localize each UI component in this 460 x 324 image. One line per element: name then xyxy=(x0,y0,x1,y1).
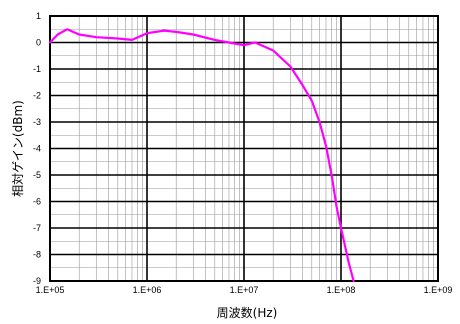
y-tick-label: -5 xyxy=(33,170,41,180)
y-axis-title: 相対ゲイン(dBm) xyxy=(11,100,25,197)
plot-frame xyxy=(49,15,439,282)
y-tick-label: -7 xyxy=(33,223,41,233)
y-tick-label: -4 xyxy=(33,144,41,154)
x-tick-label: 1.E+09 xyxy=(424,285,453,295)
x-tick-label: 1.E+05 xyxy=(36,285,65,295)
y-tick-label: 0 xyxy=(36,38,41,48)
y-tick-label: 1 xyxy=(36,11,41,21)
y-tick-label: -3 xyxy=(33,117,41,127)
y-tick-label: -6 xyxy=(33,197,41,207)
y-tick-label: -8 xyxy=(33,250,41,260)
series-line xyxy=(48,28,355,283)
y-tick-labels: 1 0 -1 -2 -3 -4 -5 -6 -7 -8 -9 xyxy=(33,11,41,286)
x-tick-label: 1.E+07 xyxy=(230,285,259,295)
x-tick-label: 1.E+08 xyxy=(327,285,356,295)
y-tick-label: -9 xyxy=(33,276,41,286)
y-tick-label: -2 xyxy=(33,91,41,101)
x-tick-label: 1.E+06 xyxy=(133,285,162,295)
x-axis-title: 周波数(Hz) xyxy=(217,305,278,320)
y-tick-label: -1 xyxy=(33,64,41,74)
x-tick-labels: 1.E+05 1.E+06 1.E+07 1.E+08 1.E+09 xyxy=(36,285,453,295)
series-layer xyxy=(48,28,355,283)
